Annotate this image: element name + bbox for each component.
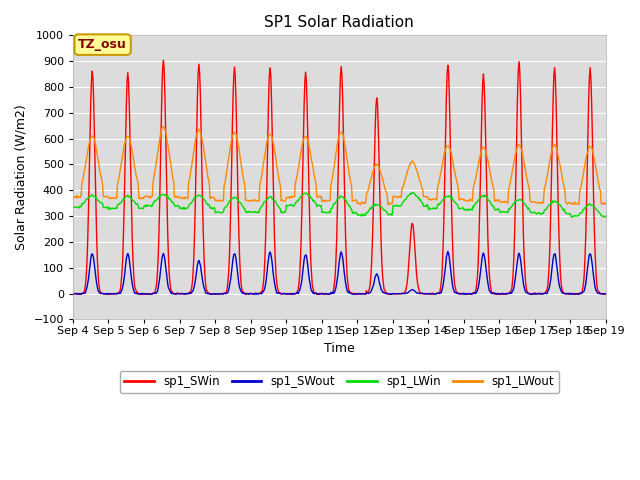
sp1_LWin bbox=[69, 204, 77, 210]
Line: sp1_SWin: sp1_SWin bbox=[73, 60, 605, 294]
sp1_LWout bbox=[159, 124, 167, 130]
sp1_SWin bbox=[79, 291, 87, 297]
sp1_LWout bbox=[216, 197, 224, 203]
Title: SP1 Solar Radiation: SP1 Solar Radiation bbox=[264, 15, 414, 30]
sp1_LWout bbox=[356, 202, 364, 207]
Line: sp1_SWout: sp1_SWout bbox=[73, 252, 605, 294]
sp1_SWin bbox=[421, 291, 429, 297]
X-axis label: Time: Time bbox=[324, 342, 355, 355]
sp1_SWin bbox=[602, 291, 609, 297]
sp1_LWin bbox=[134, 201, 141, 206]
sp1_LWin bbox=[79, 201, 86, 207]
Legend: sp1_SWin, sp1_SWout, sp1_LWin, sp1_LWout: sp1_SWin, sp1_SWout, sp1_LWin, sp1_LWout bbox=[120, 371, 559, 393]
sp1_LWout bbox=[602, 201, 609, 207]
sp1_SWin bbox=[134, 291, 142, 297]
Y-axis label: Solar Radiation (W/m2): Solar Radiation (W/m2) bbox=[15, 105, 28, 250]
sp1_LWin bbox=[188, 200, 195, 206]
Text: TZ_osu: TZ_osu bbox=[78, 38, 127, 51]
sp1_SWin bbox=[189, 271, 197, 276]
Line: sp1_LWin: sp1_LWin bbox=[73, 193, 605, 217]
sp1_LWout bbox=[406, 163, 413, 169]
sp1_LWin bbox=[404, 193, 412, 199]
sp1_SWout bbox=[444, 249, 452, 254]
sp1_LWin bbox=[602, 213, 609, 219]
sp1_LWin bbox=[420, 204, 428, 209]
sp1_SWout bbox=[79, 290, 86, 296]
sp1_SWout bbox=[404, 289, 412, 295]
sp1_SWin bbox=[75, 291, 83, 297]
sp1_SWin bbox=[69, 290, 77, 296]
Line: sp1_LWout: sp1_LWout bbox=[73, 127, 605, 204]
sp1_SWout bbox=[188, 289, 196, 295]
sp1_SWout bbox=[420, 291, 428, 297]
sp1_LWout bbox=[134, 178, 141, 183]
sp1_SWin bbox=[218, 291, 225, 297]
sp1_LWout bbox=[421, 193, 429, 199]
sp1_LWout bbox=[79, 178, 86, 183]
sp1_LWin bbox=[408, 190, 415, 196]
sp1_SWin bbox=[159, 57, 167, 63]
sp1_SWout bbox=[138, 291, 145, 297]
sp1_SWout bbox=[69, 291, 77, 297]
sp1_LWout bbox=[188, 159, 196, 165]
sp1_LWout bbox=[69, 193, 77, 199]
sp1_SWout bbox=[602, 291, 609, 297]
sp1_SWout bbox=[216, 291, 224, 297]
sp1_SWin bbox=[406, 253, 413, 259]
sp1_SWout bbox=[134, 291, 141, 297]
sp1_LWin bbox=[216, 210, 223, 216]
sp1_LWin bbox=[601, 215, 609, 220]
